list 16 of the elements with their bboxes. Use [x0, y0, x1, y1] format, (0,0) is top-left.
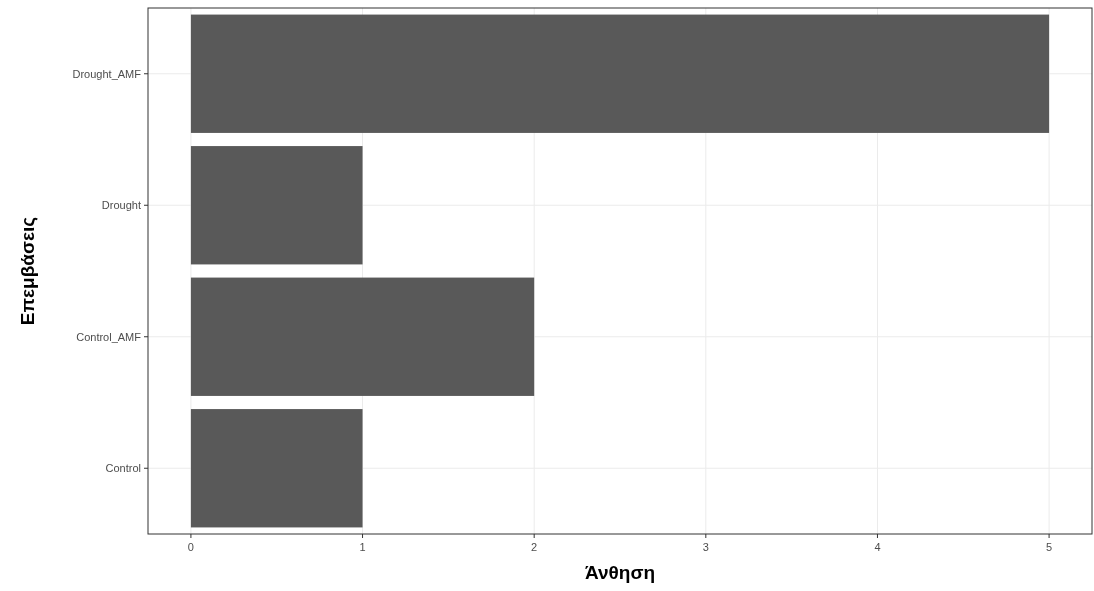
bar — [190, 14, 1050, 133]
y-tick-label: Control — [105, 462, 141, 475]
x-tick-label: 2 — [531, 541, 538, 553]
x-tick-label: 5 — [1046, 541, 1053, 553]
x-tick-label: 0 — [187, 541, 194, 553]
bar — [190, 409, 363, 528]
x-axis-title: Άνθηση — [584, 562, 656, 583]
y-tick-label: Control_AMF — [76, 330, 142, 343]
y-tick-label: Drought_AMF — [72, 67, 142, 80]
y-axis-title: Επεμβάσεις — [17, 216, 38, 326]
bar — [190, 146, 363, 265]
y-tick-label: Drought — [101, 199, 141, 212]
x-tick-label: 1 — [359, 541, 366, 553]
bar — [190, 277, 535, 396]
x-tick-label: 4 — [874, 541, 881, 553]
x-tick-label: 3 — [702, 541, 709, 553]
